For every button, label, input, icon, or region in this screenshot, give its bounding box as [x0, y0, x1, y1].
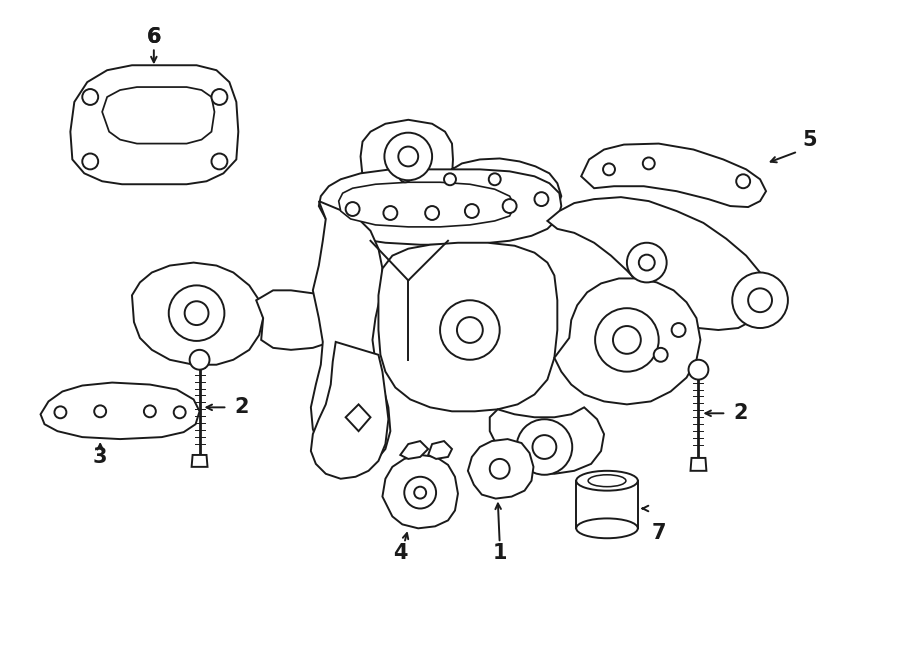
Polygon shape — [346, 404, 371, 431]
Circle shape — [627, 243, 667, 283]
Circle shape — [346, 202, 360, 216]
Circle shape — [517, 419, 572, 475]
Circle shape — [688, 359, 708, 379]
Polygon shape — [490, 407, 604, 474]
Circle shape — [503, 199, 517, 213]
Text: 7: 7 — [652, 523, 666, 544]
Circle shape — [383, 206, 397, 220]
Polygon shape — [382, 455, 458, 528]
Text: 6: 6 — [147, 28, 161, 48]
Circle shape — [82, 89, 98, 105]
Text: 2: 2 — [733, 403, 747, 423]
Polygon shape — [310, 342, 389, 479]
Circle shape — [440, 301, 500, 359]
Circle shape — [748, 289, 772, 312]
Circle shape — [212, 89, 228, 105]
Polygon shape — [256, 291, 348, 350]
Polygon shape — [103, 87, 214, 144]
Circle shape — [94, 405, 106, 417]
Polygon shape — [361, 120, 562, 221]
Text: 2: 2 — [234, 397, 248, 417]
Polygon shape — [468, 439, 534, 498]
Polygon shape — [554, 279, 700, 404]
Circle shape — [425, 206, 439, 220]
Text: 1: 1 — [492, 543, 507, 563]
Polygon shape — [132, 263, 263, 365]
Polygon shape — [40, 383, 200, 439]
Circle shape — [174, 406, 185, 418]
Circle shape — [457, 317, 482, 343]
Polygon shape — [319, 169, 562, 245]
Ellipse shape — [588, 475, 626, 487]
Circle shape — [184, 301, 209, 325]
Polygon shape — [428, 441, 452, 459]
Circle shape — [212, 154, 228, 169]
Circle shape — [535, 192, 548, 206]
Polygon shape — [690, 458, 707, 471]
Circle shape — [414, 487, 426, 498]
Circle shape — [643, 158, 654, 169]
Text: 4: 4 — [393, 543, 408, 563]
Circle shape — [399, 146, 418, 166]
Circle shape — [653, 348, 668, 361]
Circle shape — [595, 308, 659, 371]
Polygon shape — [378, 243, 557, 411]
Polygon shape — [581, 144, 766, 207]
Polygon shape — [338, 182, 515, 227]
Ellipse shape — [576, 518, 638, 538]
Circle shape — [736, 174, 750, 188]
Circle shape — [603, 164, 615, 175]
Circle shape — [489, 173, 500, 185]
Circle shape — [639, 255, 654, 271]
Circle shape — [613, 326, 641, 354]
Circle shape — [533, 435, 556, 459]
Polygon shape — [310, 201, 391, 467]
Circle shape — [490, 459, 509, 479]
Circle shape — [404, 477, 436, 508]
Circle shape — [400, 170, 411, 182]
Circle shape — [444, 173, 456, 185]
Circle shape — [82, 154, 98, 169]
Polygon shape — [400, 441, 428, 459]
Polygon shape — [70, 66, 238, 184]
Text: 5: 5 — [803, 130, 817, 150]
Ellipse shape — [576, 471, 638, 491]
Circle shape — [168, 285, 224, 341]
Circle shape — [384, 132, 432, 180]
Circle shape — [190, 350, 210, 369]
Circle shape — [55, 406, 67, 418]
Polygon shape — [547, 197, 766, 330]
Text: 3: 3 — [93, 447, 107, 467]
Circle shape — [671, 323, 686, 337]
Circle shape — [733, 273, 788, 328]
Polygon shape — [192, 455, 208, 467]
Text: 6: 6 — [147, 28, 161, 48]
Circle shape — [465, 204, 479, 218]
Circle shape — [144, 405, 156, 417]
